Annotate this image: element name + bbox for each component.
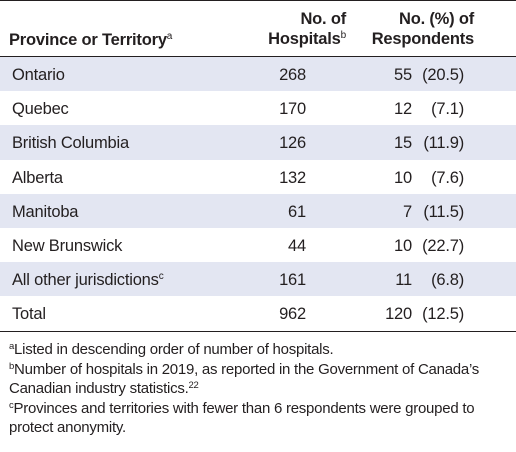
header-rule xyxy=(0,56,516,57)
row-hospitals: 126 xyxy=(279,134,306,153)
footnote-text: Listed in descending order of number of … xyxy=(14,341,334,358)
row-respondents-n: 15 xyxy=(394,134,412,153)
citation-ref: 22 xyxy=(188,380,199,391)
row-province-name: Manitoba xyxy=(12,202,79,221)
row-respondents-pct: (7.1) xyxy=(431,100,464,119)
row-respondents-n: 12 xyxy=(394,100,412,119)
row-province: Quebec xyxy=(12,99,69,119)
row-respondents-n: 7 xyxy=(403,202,412,221)
footnote-mark: b xyxy=(9,361,15,372)
header-respondents: No. (%) of Respondents xyxy=(352,9,475,49)
row-hospitals: 132 xyxy=(279,168,306,187)
table-row-total: Total 962 120 (12.5) xyxy=(0,296,516,330)
top-rule xyxy=(0,0,516,1)
row-province-name: Ontario xyxy=(12,66,65,84)
row-province: Total xyxy=(12,304,46,324)
row-hospitals: 962 xyxy=(279,305,306,324)
header-hospitals-line1: No. of xyxy=(300,10,346,28)
bottom-rule xyxy=(0,331,516,332)
table-row: British Columbia 126 15 (11.9) xyxy=(0,125,516,160)
row-province-name: Alberta xyxy=(12,168,63,187)
row-respondents-pct: (11.9) xyxy=(423,134,464,153)
footnote-mark: a xyxy=(9,341,15,352)
row-province: British Columbia xyxy=(12,133,129,153)
row-respondents-n: 10 xyxy=(394,236,412,255)
table-row: All other jurisdictionsc 161 11 (6.8) xyxy=(0,262,516,297)
row-respondents-pct: (20.5) xyxy=(422,66,464,84)
row-respondents-n: 11 xyxy=(395,271,412,290)
row-hospitals: 44 xyxy=(288,236,306,255)
header-province-footnote-mark: a xyxy=(166,31,173,42)
table-row: Alberta 132 10 (7.6) xyxy=(0,160,516,194)
header-hospitals-line2: Hospitals xyxy=(268,30,341,48)
footnotes: aListed in descending order of number of… xyxy=(9,340,509,438)
row-respondents-pct: (22.7) xyxy=(422,236,464,255)
row-province-name: Total xyxy=(12,305,46,324)
row-respondents-n: 10 xyxy=(394,168,412,187)
table-row: New Brunswick 44 10 (22.7) xyxy=(0,228,516,262)
row-province-name: All other jurisdictions xyxy=(12,271,159,290)
footnote-text: Number of hospitals in 2019, as reported… xyxy=(9,361,480,397)
header-province-label: Province or Territory xyxy=(9,31,167,49)
footnote-text: Provinces and territories with fewer tha… xyxy=(9,400,475,436)
row-hospitals: 161 xyxy=(279,271,306,290)
row-hospitals: 268 xyxy=(279,66,306,84)
row-province: New Brunswick xyxy=(12,236,122,256)
table-row: Manitoba 61 7 (11.5) xyxy=(0,193,516,228)
footnote-mark: c xyxy=(9,400,14,411)
header-respondents-line1: No. (%) of xyxy=(399,10,474,28)
row-province-name: British Columbia xyxy=(12,134,129,153)
row-respondents-n: 55 xyxy=(394,66,412,84)
footnote-a: aListed in descending order of number of… xyxy=(9,340,509,359)
row-province: Manitoba xyxy=(12,202,78,222)
header-hospitals: No. of Hospitalsb xyxy=(258,9,346,49)
header-respondents-line2: Respondents xyxy=(371,30,475,48)
row-respondents-pct: (6.8) xyxy=(431,271,464,290)
row-province: Ontario xyxy=(12,65,65,85)
row-hospitals: 61 xyxy=(288,202,306,221)
row-hospitals: 170 xyxy=(279,100,306,119)
table-row: Ontario 268 55 (20.5) xyxy=(0,57,516,92)
row-province: All other jurisdictionsc xyxy=(12,270,164,290)
row-province: Alberta xyxy=(12,168,63,188)
header-hospitals-footnote-mark: b xyxy=(340,30,347,41)
row-respondents-n: 120 xyxy=(385,305,412,324)
row-province-name: Quebec xyxy=(12,100,69,119)
row-respondents-pct: (7.6) xyxy=(431,168,464,187)
row-respondents-pct: (12.5) xyxy=(422,305,464,324)
row-respondents-pct: (11.5) xyxy=(423,202,464,221)
table-row: Quebec 170 12 (7.1) xyxy=(0,91,516,125)
footnote-b: bNumber of hospitals in 2019, as reporte… xyxy=(9,360,509,398)
row-province-name: New Brunswick xyxy=(12,236,123,255)
header-province: Province or Territorya xyxy=(9,30,172,50)
footnote-c: cProvinces and territories with fewer th… xyxy=(9,399,509,437)
table-body: Ontario 268 55 (20.5) Quebec 170 12 (7.1… xyxy=(0,57,516,331)
row-footnote-mark: c xyxy=(158,271,164,283)
